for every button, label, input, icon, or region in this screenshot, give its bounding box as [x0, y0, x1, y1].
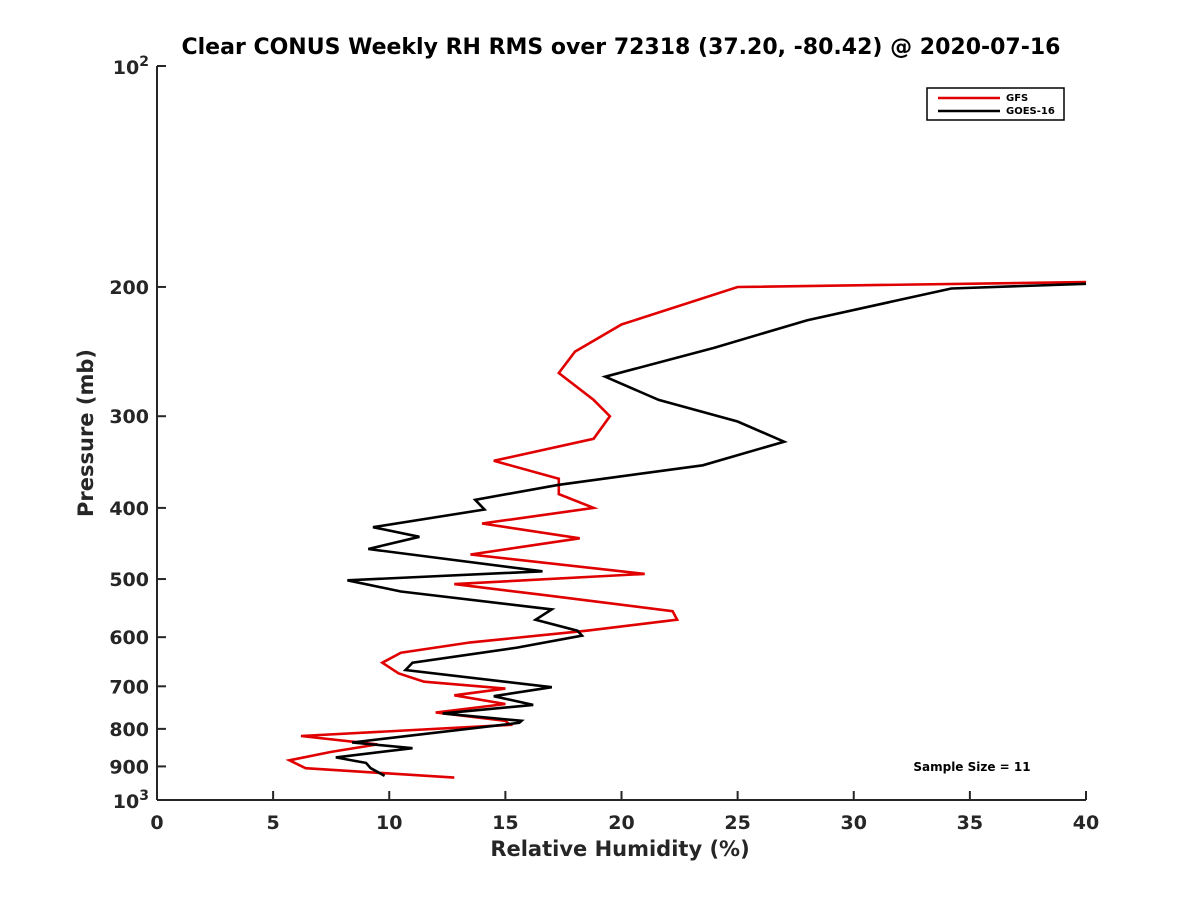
ticks-layer: 0 5 10 15 20 25 30 35 40 200 300 400 500 600 700 800 900…: [109, 54, 1099, 834]
x-tick-label: 5: [267, 812, 280, 834]
x-tick-label: 10: [376, 812, 402, 834]
legend-label-goes-16: GOES-16: [1006, 106, 1055, 117]
chart-title: Clear CONUS Weekly RH RMS over 72318 (37…: [182, 35, 1061, 60]
x-tick-label: 20: [608, 812, 634, 834]
series-layer: [285, 280, 1087, 779]
x-tick-label: 0: [150, 812, 163, 834]
legend-label-gfs: GFS: [1006, 93, 1028, 104]
sample-size-annotation: Sample Size = 11: [913, 760, 1030, 774]
y-axis-title: Pressure (mb): [74, 349, 98, 517]
x-tick-label: 35: [957, 812, 983, 834]
y-tick-label-log: 103: [113, 788, 149, 813]
y-tick-label: 500: [109, 569, 149, 591]
y-tick-label: 700: [109, 676, 149, 698]
y-tick-label: 400: [109, 498, 149, 520]
y-tick-label: 300: [109, 406, 149, 428]
x-tick-label: 40: [1073, 812, 1099, 834]
y-tick-label: 800: [109, 719, 149, 741]
x-axis-title: Relative Humidity (%): [490, 837, 749, 861]
legend-box: [926, 87, 1065, 121]
x-tick-label: 15: [492, 812, 518, 834]
y-tick-label-log: 102: [113, 54, 149, 79]
y-tick-label: 600: [109, 627, 149, 649]
y-tick-label: 200: [109, 277, 149, 299]
y-tick-label: 900: [109, 756, 149, 778]
legend: GFS GOES-16: [926, 87, 1065, 121]
x-tick-label: 25: [724, 812, 750, 834]
series-line-goes-16: [335, 282, 1087, 777]
x-tick-label: 30: [841, 812, 867, 834]
